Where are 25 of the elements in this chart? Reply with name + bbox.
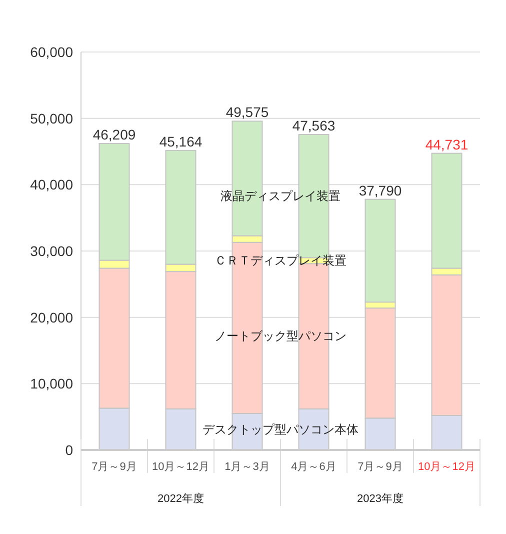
total-label: 46,209 (92, 126, 136, 142)
total-label: 45,164 (159, 133, 202, 150)
total-label: 47,563 (292, 118, 336, 134)
x-tick-label: 1月～3月 (224, 461, 270, 473)
series-label: ＣＲＴディスプレイ装置 (214, 254, 346, 268)
y-tick-label: 60,000 (30, 44, 74, 60)
series-label: ノートブック型パソコン (214, 329, 346, 344)
y-tick-label: 30,000 (30, 243, 74, 259)
series-label: 液晶ディスプレイ装置 (220, 189, 340, 204)
total-label: 44,731 (425, 136, 468, 152)
total-label: 49,575 (226, 104, 269, 120)
y-tick-label: 50,000 (30, 110, 74, 126)
x-tick-label: 10月～12月 (152, 461, 210, 473)
x-tick-label: 7月～9月 (92, 461, 137, 473)
y-tick-label: 0 (65, 442, 74, 458)
x-tick-label: 10月～12月 (418, 461, 476, 473)
y-tick-label: 40,000 (30, 176, 74, 193)
y-tick-label: 20,000 (30, 309, 74, 326)
text: 2023年度 (357, 492, 404, 505)
y-tick-label: 10,000 (30, 376, 74, 392)
x-tick-label: 7月～9月 (358, 461, 403, 473)
text: 2022年度 (158, 492, 204, 505)
total-label: 37,790 (358, 182, 402, 198)
x-tick-label: 4月～6月 (291, 461, 336, 473)
series-label: デスクトップ型パソコン本体 (202, 422, 358, 436)
